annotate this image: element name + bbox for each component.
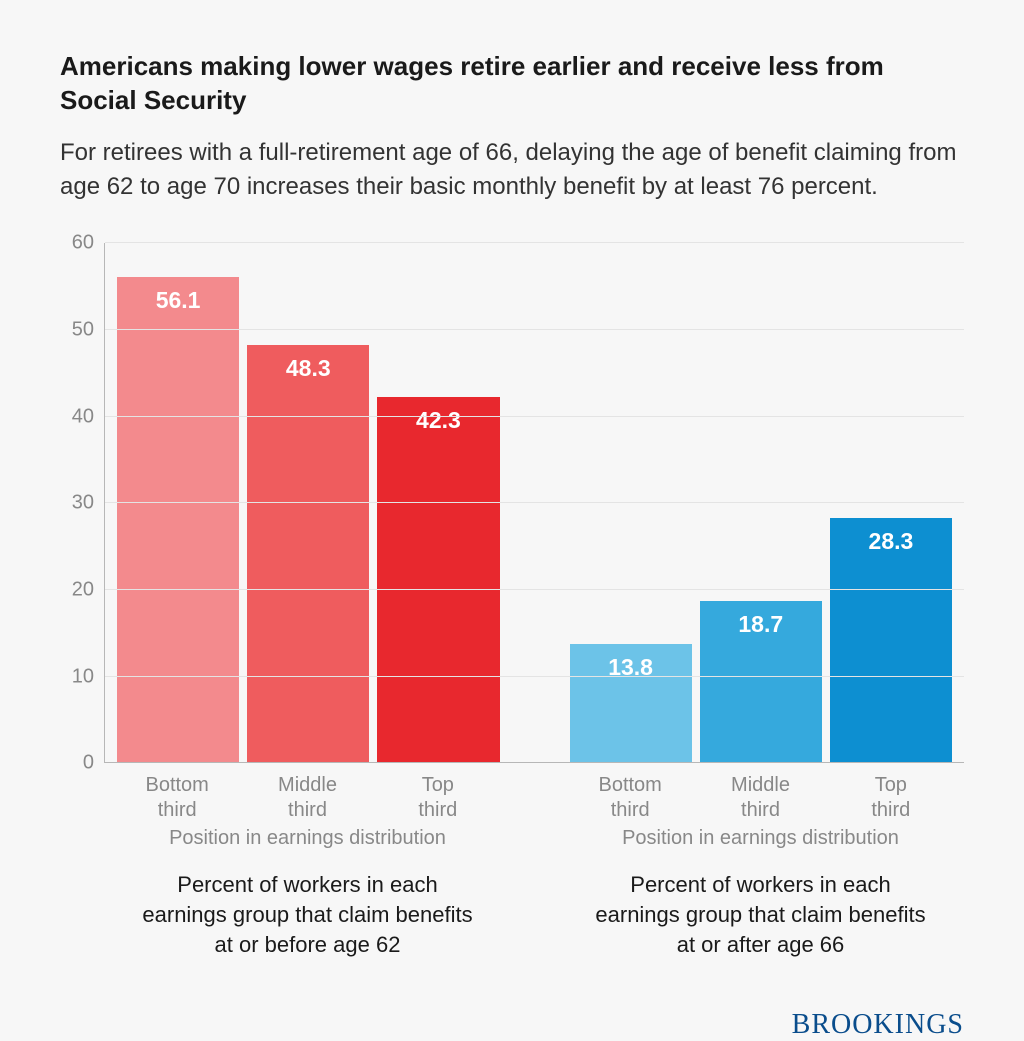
- chart-subtitle: For retirees with a full-retirement age …: [60, 136, 964, 206]
- chart-title: Americans making lower wages retire earl…: [60, 50, 964, 118]
- y-axis: 0102030405060: [60, 243, 104, 763]
- category-label: Bottomthird: [565, 763, 695, 823]
- category-label: Middlethird: [695, 763, 825, 823]
- bar: 28.3: [830, 518, 952, 763]
- category-label: Middlethird: [242, 763, 372, 823]
- bar: 56.1: [117, 277, 239, 763]
- gridline: [105, 416, 964, 417]
- x-labels-group: BottomthirdMiddlethirdTopthird: [557, 763, 964, 823]
- bar-column: 28.3: [826, 518, 956, 763]
- y-tick-label: 10: [72, 665, 94, 688]
- y-tick-label: 50: [72, 318, 94, 341]
- bar-group: 56.1 48.3 42.3: [105, 243, 512, 763]
- bar-column: 48.3: [243, 345, 373, 764]
- chart-area: 0102030405060 56.148.342.313.818.728.3: [60, 243, 964, 763]
- y-tick-label: 30: [72, 492, 94, 515]
- category-label: Topthird: [373, 763, 503, 823]
- y-tick-label: 20: [72, 578, 94, 601]
- gridline: [105, 329, 964, 330]
- gridline: [105, 589, 964, 590]
- plot-area: 56.1 48.3 42.3 13.8 18.7 28.3: [104, 243, 964, 763]
- bar-value-label: 56.1: [117, 287, 239, 314]
- bar-column: 42.3: [373, 397, 503, 764]
- category-label: Bottomthird: [112, 763, 242, 823]
- x-axis-line: [105, 762, 964, 763]
- bar: 18.7: [700, 601, 822, 763]
- bar-value-label: 28.3: [830, 528, 952, 555]
- brand-footer: BROOKINGS: [60, 1009, 964, 1041]
- group-axis-label: Position in earnings distribution: [557, 827, 964, 850]
- y-tick-label: 40: [72, 405, 94, 428]
- group-title: Percent of workers in each earnings grou…: [104, 870, 511, 959]
- x-labels-group: BottomthirdMiddlethirdTopthird: [104, 763, 511, 823]
- gridline: [105, 502, 964, 503]
- bar-groups: 56.1 48.3 42.3 13.8 18.7 28.3: [105, 243, 964, 763]
- bar-column: 13.8: [566, 644, 696, 764]
- group-title: Percent of workers in each earnings grou…: [557, 870, 964, 959]
- bar: 13.8: [570, 644, 692, 764]
- y-tick-label: 0: [83, 752, 94, 775]
- group-titles: Percent of workers in each earnings grou…: [104, 870, 964, 959]
- bar-value-label: 13.8: [570, 654, 692, 681]
- bar-column: 18.7: [696, 601, 826, 763]
- bar-group: 13.8 18.7 28.3: [558, 243, 965, 763]
- gridline: [105, 242, 964, 243]
- bar-value-label: 18.7: [700, 611, 822, 638]
- y-tick-label: 60: [72, 232, 94, 255]
- bar: 48.3: [247, 345, 369, 764]
- bar-column: 56.1: [113, 277, 243, 763]
- x-category-labels: BottomthirdMiddlethirdTopthirdBottomthir…: [104, 763, 964, 823]
- bar-value-label: 42.3: [377, 407, 499, 434]
- category-label: Topthird: [826, 763, 956, 823]
- bar: 42.3: [377, 397, 499, 764]
- group-axis-labels: Position in earnings distribution Positio…: [104, 827, 964, 850]
- group-axis-label: Position in earnings distribution: [104, 827, 511, 850]
- bar-value-label: 48.3: [247, 355, 369, 382]
- gridline: [105, 676, 964, 677]
